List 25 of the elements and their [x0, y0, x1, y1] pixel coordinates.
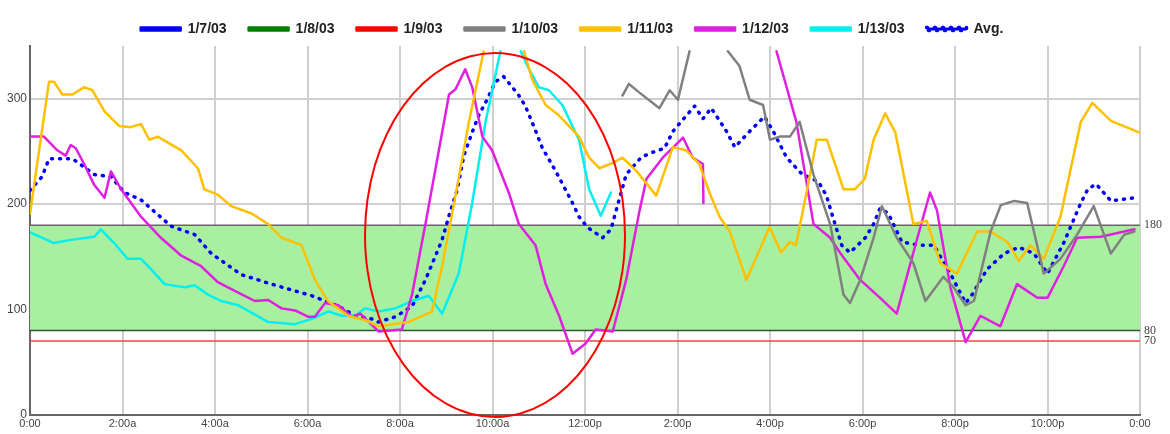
y-tick-label: 100	[6, 301, 28, 316]
legend-label: 1/9/03	[403, 19, 443, 36]
x-tick-label: 2:00a	[108, 417, 138, 430]
x-tick-label: 12:00p	[568, 417, 602, 430]
x-tick-label: 10:00a	[475, 417, 511, 430]
x-tick-label: 10:00p	[1030, 417, 1065, 430]
x-tick-label: 0:00	[1129, 417, 1151, 430]
x-tick-label: 6:00a	[293, 417, 323, 430]
y-tick-label: 300	[6, 91, 28, 105]
legend-label: 1/7/03	[187, 19, 227, 36]
x-tick-label: 8:00a	[386, 417, 415, 430]
x-tick-label: 4:00a	[201, 417, 230, 430]
x-tick-label: 4:00p	[756, 417, 784, 430]
x-tick-label: 8:00p	[941, 417, 969, 430]
legend-label: 1/13/03	[857, 19, 905, 36]
x-tick-label: 6:00p	[848, 417, 877, 430]
x-tick-label: 0:00	[19, 417, 41, 430]
legend-label: 1/12/03	[742, 19, 790, 36]
y-tick-label: 200	[6, 196, 28, 211]
ref-line-label: 180	[1144, 217, 1162, 232]
legend-label: Avg.	[973, 19, 1004, 36]
legend-label: 1/8/03	[295, 19, 335, 36]
legend-label: 1/11/03	[627, 19, 674, 36]
x-tick-label: 2:00p	[663, 417, 692, 430]
legend-label: 1/10/03	[511, 19, 559, 36]
